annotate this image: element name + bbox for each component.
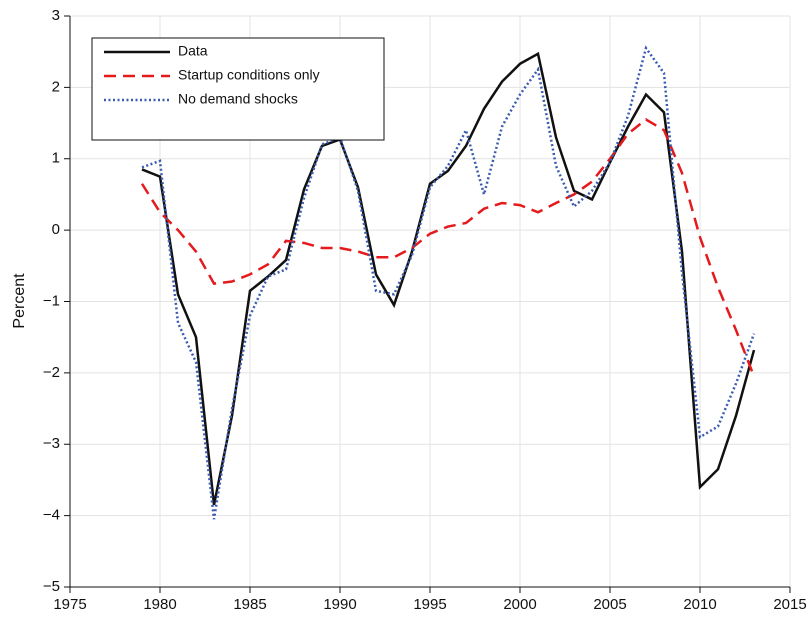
y-tick-label: 3 <box>52 7 60 24</box>
y-axis-label: Percent <box>11 273 28 329</box>
y-tick-label: 0 <box>52 221 60 238</box>
x-tick-label: 1990 <box>323 596 356 613</box>
y-tick-label: −4 <box>43 507 60 524</box>
series-line <box>141 45 756 520</box>
x-tick-label: 1985 <box>233 596 266 613</box>
legend-label: Data <box>178 43 208 59</box>
y-tick-label: 1 <box>52 150 60 167</box>
y-tick-label: −1 <box>43 292 60 309</box>
x-tick-label: 2010 <box>683 596 716 613</box>
legend-box <box>91 37 385 141</box>
x-tick-label: 1975 <box>53 596 86 613</box>
x-tick-label: 1995 <box>413 596 446 613</box>
series-line <box>141 51 756 506</box>
legend-label: Startup conditions only <box>178 67 320 83</box>
legend-label: No demand shocks <box>178 91 298 107</box>
x-tick-label: 2000 <box>503 596 536 613</box>
x-tick-label: 1980 <box>143 596 176 613</box>
x-tick-label: 2015 <box>773 596 806 613</box>
y-tick-label: 2 <box>52 78 60 95</box>
series-line <box>140 117 756 377</box>
y-tick-label: −5 <box>43 578 60 595</box>
y-tick-label: −3 <box>43 435 60 452</box>
y-tick-label: −2 <box>43 364 60 381</box>
x-tick-label: 2005 <box>593 596 626 613</box>
